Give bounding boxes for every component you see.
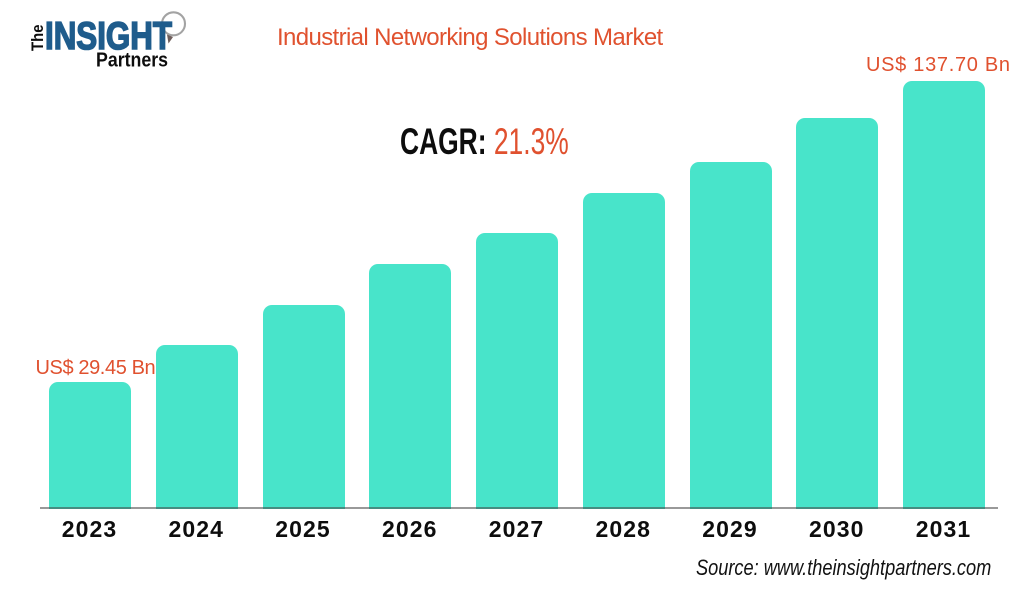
svg-text:Partners: Partners [96,49,168,71]
svg-text:INSIGHT: INSIGHT [45,15,172,58]
svg-text:The: The [28,25,47,52]
